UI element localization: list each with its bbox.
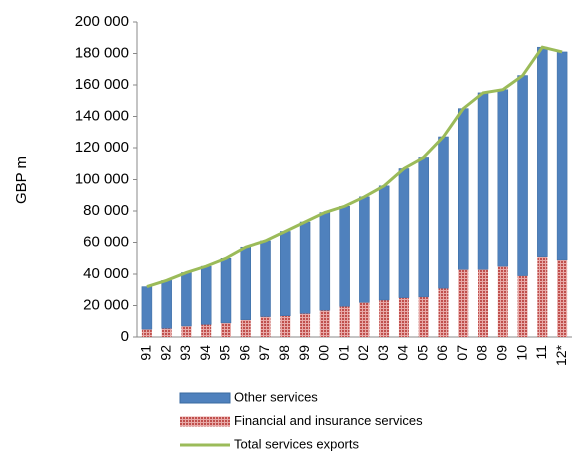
y-tick-label: 20 000: [83, 296, 129, 313]
x-tick-label: 05: [414, 345, 430, 361]
y-tick-label: 100 000: [75, 170, 129, 187]
financial-bar: [201, 324, 212, 337]
financial-bar: [220, 322, 231, 337]
x-tick-label: 04: [395, 345, 411, 361]
legend-label: Total services exports: [234, 436, 359, 451]
other-bar: [418, 157, 429, 298]
x-tick-label: 93: [177, 345, 193, 361]
other-bar: [200, 265, 212, 325]
x-tick-label: 94: [197, 345, 213, 361]
other-bar: [220, 258, 232, 324]
financial-bar: [557, 259, 568, 337]
x-tick-label: 06: [434, 345, 450, 361]
financial-bar: [161, 328, 172, 337]
x-tick-label: 09: [493, 345, 509, 361]
other-bar: [378, 185, 390, 301]
financial-bar: [240, 319, 251, 337]
financial-bar: [398, 297, 409, 337]
x-tick-label: 92: [157, 345, 173, 361]
financial-bar: [300, 313, 311, 337]
legend-swatch: [180, 416, 230, 427]
x-tick-label: 98: [276, 345, 292, 361]
x-tick-label: 10: [513, 345, 529, 361]
x-tick-label: 08: [474, 345, 490, 361]
y-tick-label: 0: [121, 328, 129, 345]
other-bar: [537, 46, 548, 257]
x-tick-label: 01: [335, 345, 351, 361]
y-tick-label: 140 000: [75, 107, 129, 124]
x-tick-label: 97: [256, 345, 272, 361]
x-tick-label: 91: [138, 345, 154, 361]
total-line: [146, 45, 563, 289]
x-tick-label: 95: [217, 345, 233, 361]
other-bar: [398, 168, 410, 298]
financial-bar: [478, 269, 489, 337]
other-bar: [161, 280, 172, 329]
financial-bar: [517, 275, 528, 337]
financial-bar: [141, 329, 152, 337]
x-tick-label: 00: [316, 345, 332, 361]
y-tick-label: 60 000: [83, 233, 129, 250]
y-axis-title: GBP m: [13, 156, 30, 204]
other-bar: [458, 108, 469, 270]
y-tick-label: 160 000: [75, 76, 129, 93]
other-bar: [556, 51, 568, 261]
other-bar: [359, 196, 370, 303]
other-bar: [438, 136, 449, 289]
financial-bar: [438, 288, 449, 337]
financial-bar: [418, 296, 429, 337]
other-bar: [141, 286, 153, 330]
legend-swatch: [179, 392, 231, 404]
y-tick-label: 40 000: [83, 265, 129, 282]
financial-bar: [458, 269, 469, 337]
y-tick-label: 180 000: [75, 44, 129, 61]
financial-bar: [537, 256, 548, 337]
other-bar: [240, 246, 251, 320]
financial-bar: [280, 315, 291, 337]
x-tick-label: 99: [296, 345, 312, 361]
y-tick-label: 120 000: [75, 139, 129, 156]
y-tick-label: 200 000: [75, 13, 129, 30]
x-tick-label: 11: [533, 345, 549, 360]
other-bar: [517, 75, 528, 276]
financial-bar: [260, 316, 271, 337]
financial-bar: [319, 310, 330, 337]
financial-bar: [497, 266, 508, 337]
financial-bar: [181, 325, 192, 337]
other-bar: [299, 221, 311, 314]
other-bar: [319, 212, 331, 311]
x-tick-label: 03: [375, 345, 391, 361]
x-tick-label: 96: [236, 345, 252, 361]
legend-label: Financial and insurance services: [234, 413, 423, 428]
y-tick-label: 80 000: [83, 202, 129, 219]
x-tick-label: 07: [454, 345, 470, 361]
other-bar: [181, 272, 192, 327]
legend-label: Other services: [234, 389, 318, 404]
financial-bar: [359, 302, 370, 337]
other-bar: [497, 89, 509, 267]
financial-bar: [379, 299, 390, 337]
other-bar: [260, 240, 271, 317]
other-bar: [339, 206, 350, 307]
other-bar: [477, 92, 489, 270]
financial-bar: [339, 306, 350, 337]
x-tick-label: 02: [355, 345, 371, 361]
x-tick-label: 12*: [553, 344, 569, 366]
other-bar: [280, 231, 291, 316]
